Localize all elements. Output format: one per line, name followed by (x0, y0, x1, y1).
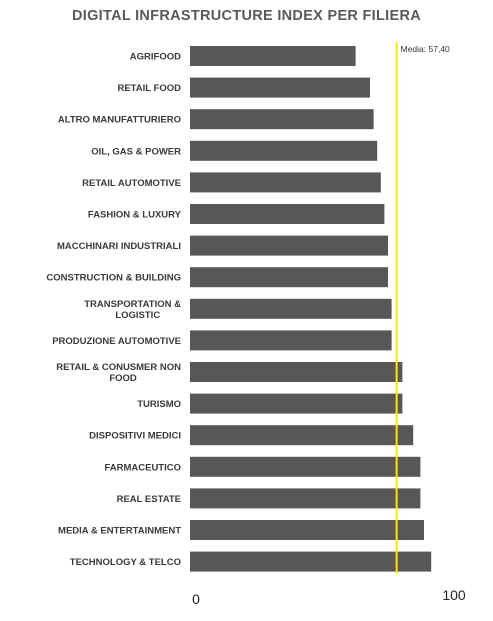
category-label-5: FASHION & LUXURY (88, 210, 182, 221)
category-label-8: TRANSPORTATION & LOGISTIC (84, 299, 181, 321)
bar-1 (190, 77, 370, 98)
category-label-12: DISPOSITIVI MEDICI (89, 431, 181, 442)
category-label-11: TURISMO (137, 399, 181, 410)
category-label-3: OIL, GAS & POWER (91, 146, 181, 157)
category-label-15: MEDIA & ENTERTAINMENT (58, 526, 181, 537)
category-label-6: MACCHINARI INDUSTRIALI (57, 241, 181, 252)
category-label-9: PRODUZIONE AUTOMOTIVE (52, 336, 181, 347)
bar-5 (190, 204, 385, 224)
bars-group (190, 46, 432, 572)
bar-8 (190, 298, 392, 319)
category-labels-group: AGRIFOOD RETAIL FOOD ALTRO MANUFATTURIERO O… (46, 52, 181, 569)
bar-16 (190, 551, 432, 572)
category-label-13: FARMACEUTICO (104, 462, 181, 473)
bar-7 (190, 267, 388, 288)
category-label-16: TECHNOLOGY & TELCO (70, 557, 181, 568)
category-label-10: RETAIL & CONUSMER NON FOOD (56, 362, 181, 384)
bar-13 (190, 456, 421, 477)
bar-6 (190, 235, 388, 256)
category-label-2: ALTRO MANUFATTURIERO (58, 115, 181, 126)
bar-3 (190, 140, 378, 161)
bar-2 (190, 109, 374, 130)
x-tick-max: 100 (442, 587, 466, 603)
bar-0 (190, 46, 356, 66)
chart-title: DIGITAL INFRASTRUCTURE INDEX PER FILIERA (72, 8, 421, 24)
category-label-1: RETAIL FOOD (117, 83, 181, 94)
bar-11 (190, 393, 403, 414)
bar-4 (190, 172, 381, 193)
category-label-7: CONSTRUCTION & BUILDING (46, 273, 181, 284)
x-tick-min: 0 (192, 591, 200, 607)
bar-12 (190, 425, 414, 446)
category-label-14: REAL ESTATE (117, 494, 181, 505)
media-reference-label: Media: 57,40 (401, 44, 450, 54)
category-label-0: AGRIFOOD (130, 52, 181, 63)
bar-15 (190, 520, 424, 540)
category-label-4: RETAIL AUTOMOTIVE (82, 178, 181, 189)
bar-14 (190, 488, 421, 509)
bar-9 (190, 330, 392, 351)
bar-10 (190, 362, 403, 382)
